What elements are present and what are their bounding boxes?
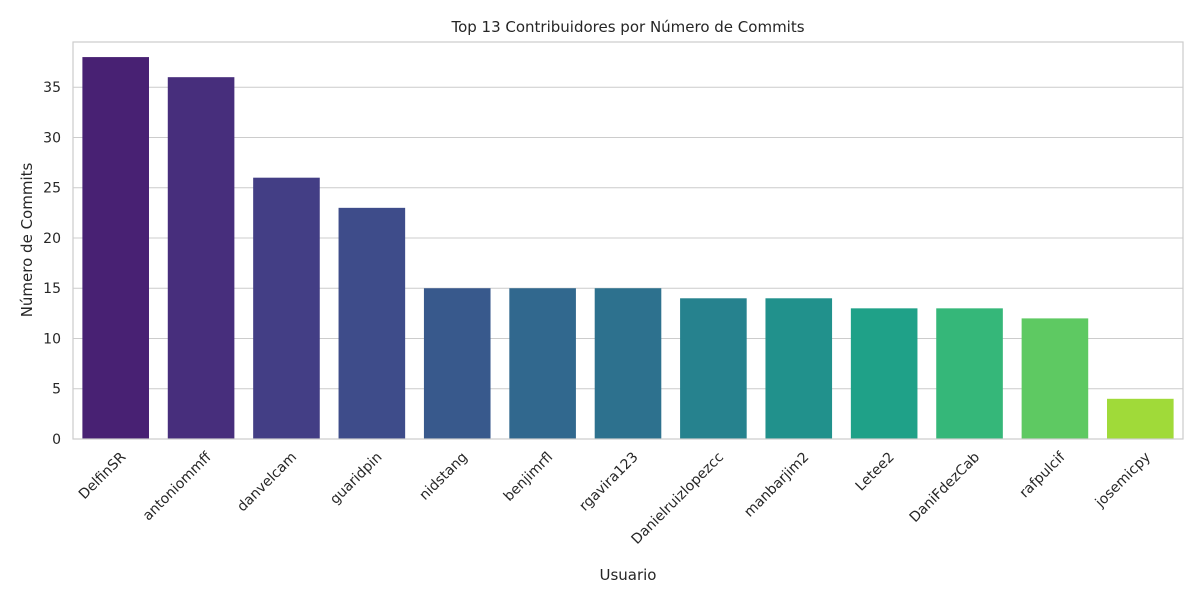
y-tick-label: 25 [43, 181, 61, 197]
y-tick-label: 35 [43, 80, 61, 96]
bars [82, 57, 1174, 440]
chart-title: Top 13 Contribuidores por Número de Comm… [450, 18, 804, 36]
bar-danielruizlopezcc [680, 298, 747, 439]
bar-nidstang [423, 288, 491, 439]
y-axis-label: Número de Commits [18, 163, 36, 318]
bar-delfinsr [82, 57, 149, 439]
y-tick-label: 0 [52, 432, 61, 448]
y-tick-label: 15 [43, 281, 61, 297]
bar-letee2 [850, 308, 918, 439]
y-tick-label: 30 [43, 130, 61, 146]
bar-rafpulcif [1021, 318, 1089, 439]
y-tick-label: 10 [43, 331, 61, 347]
bar-danvelcam [253, 177, 320, 440]
bar-antoniommff [167, 77, 235, 439]
bar-guaridpin [338, 207, 406, 439]
bar-josemicpy [1107, 398, 1174, 439]
bar-manbarjim2 [765, 298, 833, 439]
plot-frame [72, 41, 1184, 440]
bar-rgavira123 [594, 288, 662, 439]
y-tick-label: 5 [52, 382, 61, 398]
y-tick-labels: 0 5 10 15 20 25 30 35 [43, 80, 61, 448]
x-axis-label: Usuario [599, 566, 656, 584]
bar-benjimrfl [509, 288, 576, 439]
y-tick-label: 20 [43, 231, 61, 247]
bar-danifdezcab [936, 308, 1003, 439]
